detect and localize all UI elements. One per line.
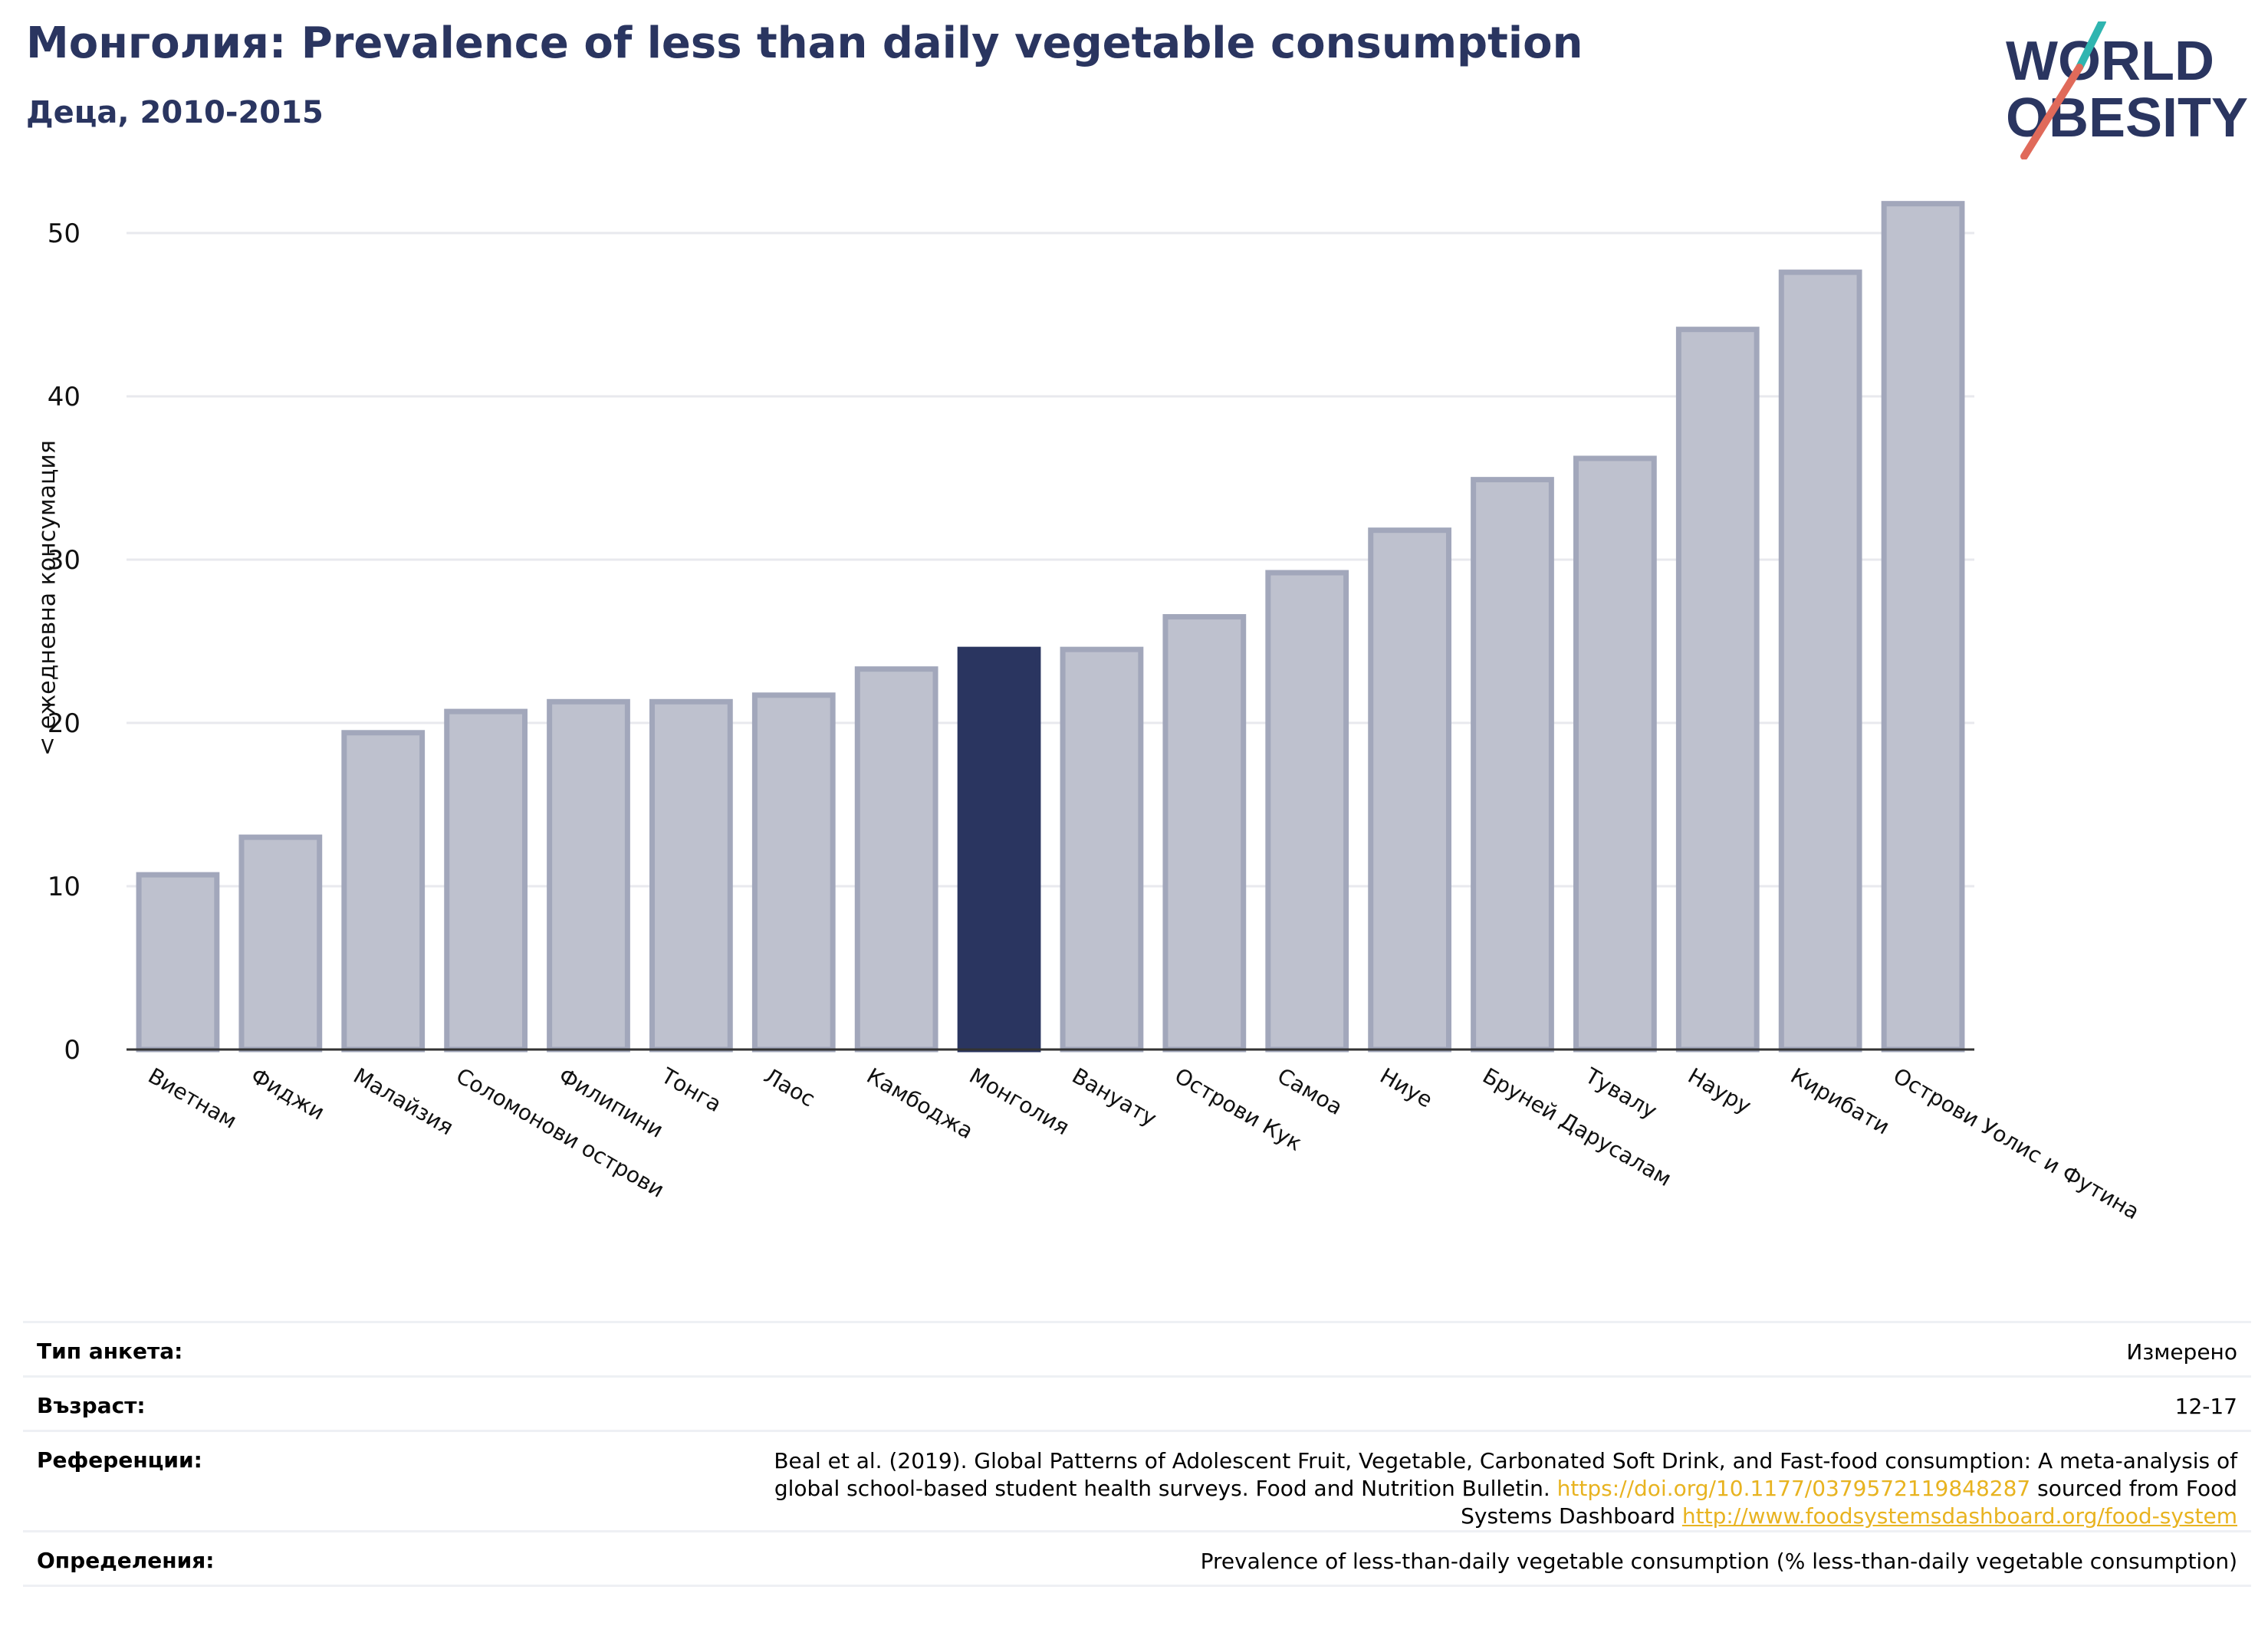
definitions-value: Prevalence of less-than-daily vegetable … <box>1200 1549 2237 1574</box>
y-tick-label: 30 <box>48 545 81 576</box>
world-obesity-logo: WORLD OBESITY <box>2006 21 2248 159</box>
bar <box>238 834 323 1053</box>
info-row-references: Референции: Beal et al. (2019). Global P… <box>23 1430 2251 1530</box>
x-tick-label: Тонга <box>656 1063 725 1117</box>
survey-type-value: Измерено <box>2126 1339 2237 1365</box>
bar <box>341 730 426 1053</box>
chart-title: Монголия: Prevalence of less than daily … <box>26 18 1583 68</box>
info-row-age: Възраст: 12-17 <box>23 1375 2251 1430</box>
x-tick-label: Острови Уолис и Футина <box>1889 1063 2144 1224</box>
x-tick-label: Лаос <box>760 1063 820 1112</box>
x-tick-label: Науру <box>1684 1063 1756 1118</box>
x-tick-label: Самоа <box>1273 1063 1346 1120</box>
bar <box>444 708 528 1053</box>
bar <box>854 666 938 1053</box>
bar <box>1060 646 1144 1053</box>
bar <box>1162 614 1247 1053</box>
x-tick-label: Камбоджа <box>863 1063 978 1144</box>
references-label: Референции: <box>37 1447 202 1473</box>
info-table: Тип анкета: Измерено Възраст: 12-17 Рефе… <box>23 1321 2251 1587</box>
bar <box>1471 477 1554 1053</box>
y-tick-label: 50 <box>48 218 81 249</box>
bar <box>1778 269 1862 1053</box>
y-tick-label: 20 <box>48 708 81 739</box>
info-row-survey-type: Тип анкета: Измерено <box>23 1321 2251 1375</box>
bar <box>751 692 836 1053</box>
definitions-label: Определения: <box>37 1548 215 1573</box>
x-tick-label: Виетнам <box>144 1063 242 1133</box>
bar <box>649 698 733 1053</box>
x-tick-label: Вануату <box>1068 1063 1162 1131</box>
chart-subtitle: Деца, 2010-2015 <box>26 95 324 130</box>
y-tick-label: 0 <box>64 1035 81 1066</box>
food-systems-link[interactable]: http://www.foodsystemsdashboard.org/food… <box>1681 1503 2237 1529</box>
x-tick-label: Малайзия <box>349 1063 458 1140</box>
age-label: Възраст: <box>37 1393 146 1418</box>
x-tick-label: Ниуе <box>1376 1063 1437 1112</box>
bar <box>547 698 630 1053</box>
x-tick-label: Монголия <box>965 1063 1074 1140</box>
bar <box>1368 527 1451 1053</box>
bar <box>136 872 220 1053</box>
info-row-definitions: Определения: Prevalence of less-than-dai… <box>23 1530 2251 1587</box>
bar <box>957 646 1041 1053</box>
x-tick-label: Тувалу <box>1580 1063 1662 1124</box>
x-tick-label: Кирибати <box>1786 1063 1894 1139</box>
x-tick-label: Бруней Дарусалам <box>1478 1063 1676 1191</box>
bar <box>1573 455 1657 1053</box>
survey-type-label: Тип анкета: <box>37 1339 183 1364</box>
age-value: 12-17 <box>2174 1394 2237 1419</box>
x-tick-label: Фиджи <box>246 1063 329 1125</box>
logo-text-world: WORLD <box>2006 31 2214 92</box>
references-value: Beal et al. (2019). Global Patterns of A… <box>774 1448 2237 1529</box>
doi-link[interactable]: https://doi.org/10.1177/0379572119848287 <box>1556 1476 2031 1501</box>
bar <box>1265 570 1349 1053</box>
bar <box>1675 327 1760 1053</box>
bar <box>1881 201 1965 1053</box>
y-tick-label: 40 <box>48 382 81 412</box>
y-tick-label: 10 <box>48 872 81 902</box>
